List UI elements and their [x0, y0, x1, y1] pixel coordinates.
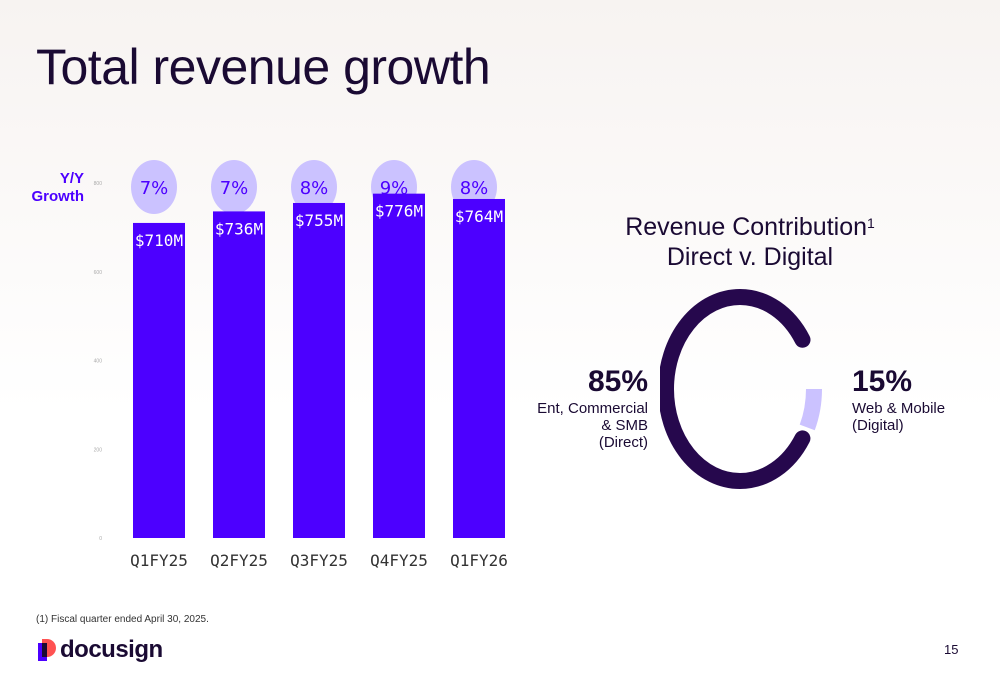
- digital-share-desc-line2: (Digital): [852, 417, 904, 434]
- bar-value-label: $755M: [295, 211, 343, 230]
- direct-share-desc-line1: Ent, Commercial: [537, 400, 648, 417]
- digital-share-callout: 15% Web & Mobile (Digital): [852, 364, 992, 434]
- revenue-bar-chart: 0 200 400 600 800 7% $710M Q1FY25 7% $736M Q2FY25 8…: [94, 160, 508, 570]
- revenue-bar: [373, 193, 425, 538]
- yoy-growth-bubble: [131, 160, 177, 214]
- bar-value-label: $764M: [455, 207, 503, 226]
- yoy-growth-value: 8%: [460, 178, 489, 199]
- y-tick-label: 0: [99, 536, 102, 542]
- digital-share-percent: 15%: [852, 365, 913, 398]
- yoy-growth-bubble: [291, 160, 337, 214]
- revenue-bar: [293, 202, 345, 538]
- page-number: 15: [944, 642, 959, 657]
- y-tick-label: 200: [94, 447, 103, 453]
- category-label: Q2FY25: [210, 551, 268, 570]
- revenue-bar: [453, 198, 505, 538]
- bar-value-label: $776M: [375, 202, 423, 221]
- bar-value-label: $736M: [215, 219, 263, 238]
- donut-subtitle: Direct v. Digital: [666, 243, 834, 271]
- yoy-growth-value: 7%: [220, 178, 249, 199]
- category-label: Q3FY25: [290, 551, 348, 570]
- donut-title: Revenue Contribution1 Direct v. Digital: [600, 212, 900, 272]
- y-tick-label: 800: [94, 181, 103, 187]
- y-tick-label: 600: [94, 270, 103, 276]
- revenue-bar: [213, 211, 265, 538]
- yoy-growth-label-line2: Growth: [31, 188, 85, 205]
- category-label: Q1FY25: [130, 551, 188, 570]
- y-tick-label: 400: [94, 359, 103, 365]
- direct-share-percent: 85%: [587, 365, 648, 398]
- direct-share-desc-line2: & SMB: [601, 417, 648, 434]
- donut-title-main: Revenue Contribution: [625, 213, 868, 241]
- yoy-growth-label-line1: Y/Y: [59, 170, 84, 187]
- category-label: Q4FY25: [370, 551, 428, 570]
- yoy-growth-value: 7%: [140, 178, 169, 199]
- footnote: (1) Fiscal quarter ended April 30, 2025.: [36, 614, 209, 625]
- digital-share-desc-line1: Web & Mobile: [852, 400, 946, 417]
- yoy-growth-value: 8%: [300, 178, 329, 199]
- donut-slice-digital: [660, 289, 822, 489]
- docusign-logo-icon: [38, 639, 56, 661]
- donut-slice-direct: [660, 289, 822, 489]
- revenue-contribution-donut: [660, 289, 822, 489]
- direct-share-callout: 85% Ent, Commercial & SMB (Direct): [520, 364, 648, 451]
- yoy-growth-bubble: [211, 160, 257, 214]
- revenue-bar: [133, 222, 185, 538]
- docusign-logo-text: docusign: [60, 636, 163, 663]
- direct-share-desc-line3: (Direct): [598, 434, 648, 451]
- docusign-logo: docusign: [38, 636, 163, 664]
- category-label: Q1FY26: [450, 551, 508, 570]
- donut-title-footnote-mark: 1: [867, 215, 875, 231]
- page-title: Total revenue growth: [36, 39, 491, 95]
- yoy-growth-label: Y/Y Growth: [20, 170, 85, 206]
- bar-value-label: $710M: [135, 231, 183, 250]
